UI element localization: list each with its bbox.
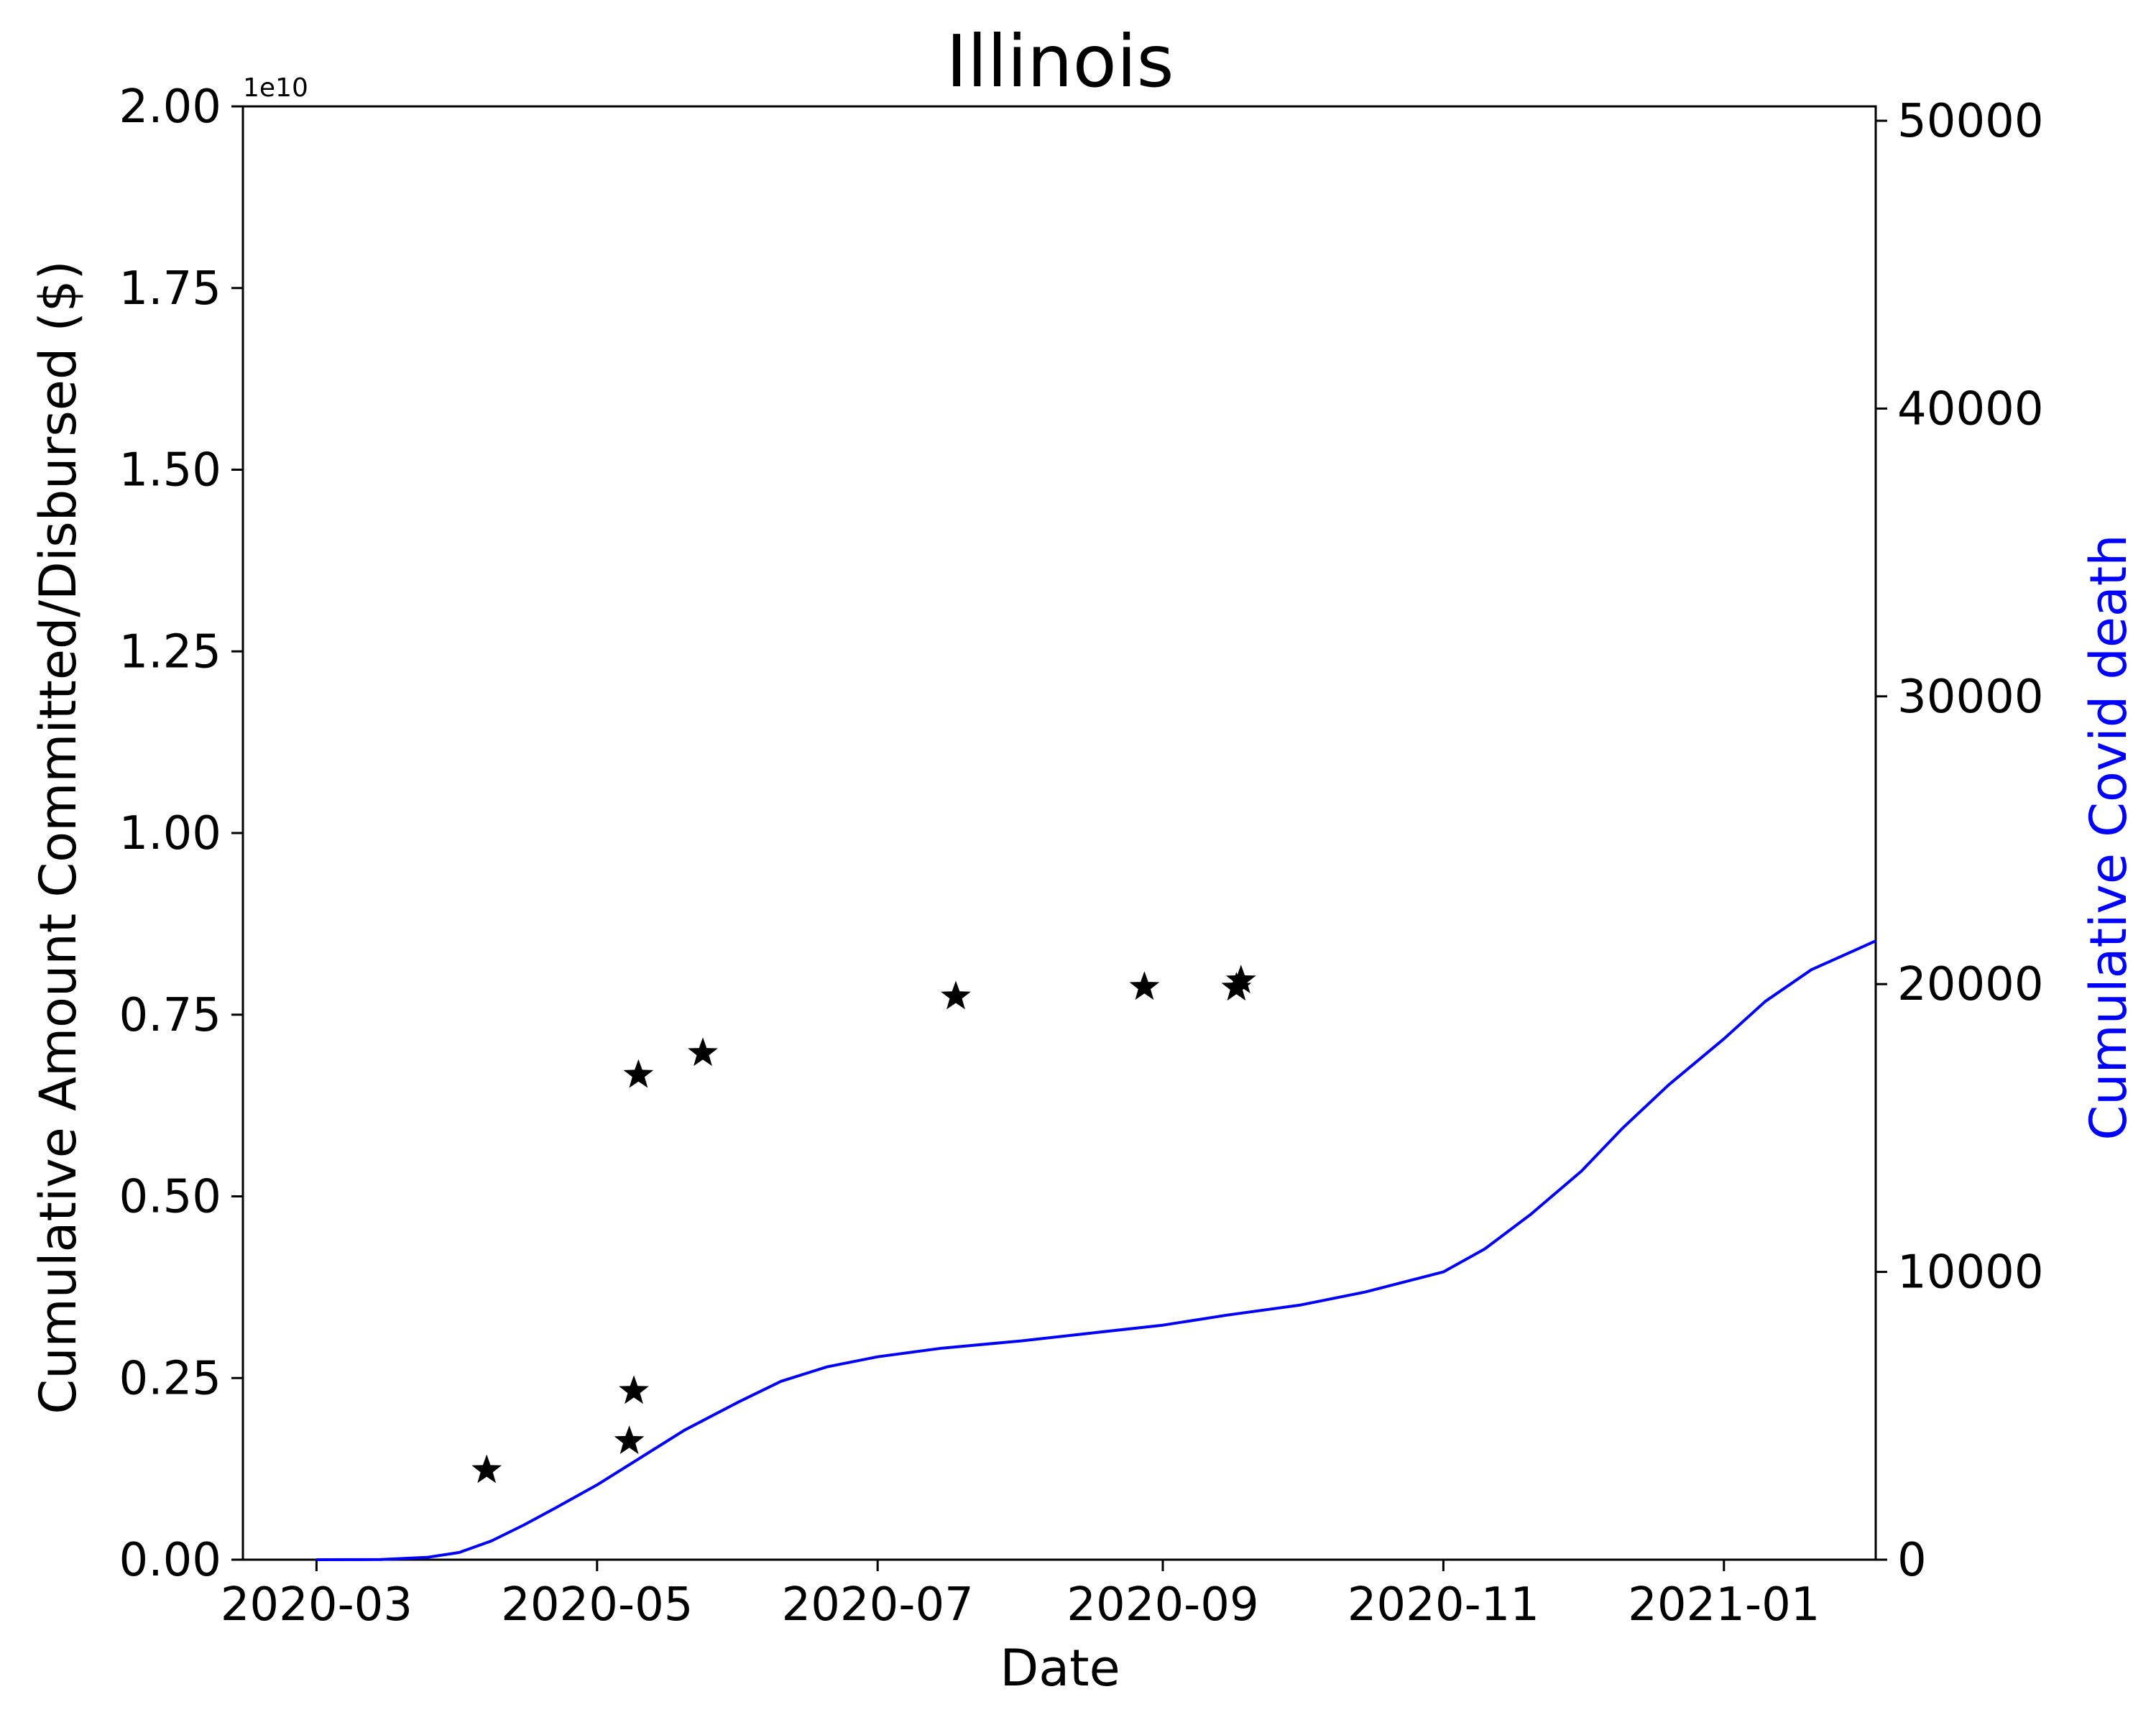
x-axis-label: Date [1000, 1639, 1120, 1698]
x-tick-label-2: 2020-07 [781, 1578, 973, 1632]
right-tick-label-3: 30000 [1897, 671, 2044, 724]
plot-frame [241, 105, 1877, 1561]
amount-star-4 [688, 1037, 718, 1067]
covid-death-line [316, 939, 1876, 1561]
left-tick-label-7: 1.75 [119, 262, 222, 316]
left-axis-label: Cumulative Amount Committed/Disbursed ($… [29, 260, 88, 1414]
x-tick-label-1: 2020-05 [501, 1578, 693, 1632]
amount-star-2 [619, 1375, 649, 1404]
chart-title: Illinois [946, 19, 1174, 104]
right-tick-label-4: 40000 [1897, 382, 2044, 436]
left-tick-label-6: 1.50 [119, 444, 222, 497]
amount-star-5 [941, 980, 971, 1010]
left-tick-label-4: 1.00 [119, 807, 222, 860]
left-tick-label-5: 1.25 [119, 625, 222, 678]
plot-area: 2020-03 2020-05 2020-07 2020-09 2020-11 2021-… [119, 80, 2044, 1632]
x-tick-label-4: 2020-11 [1348, 1578, 1539, 1632]
amount-star-3 [623, 1059, 654, 1088]
left-tick-label-1: 0.25 [119, 1352, 222, 1405]
right-tick-label-0: 0 [1897, 1534, 1927, 1587]
right-tick-label-1: 10000 [1897, 1246, 2044, 1300]
amount-star-1 [614, 1425, 645, 1454]
amount-star-0 [471, 1454, 502, 1484]
x-tick-label-5: 2021-01 [1628, 1578, 1820, 1632]
left-tick-label-2: 0.50 [119, 1171, 222, 1224]
right-tick-label-2: 20000 [1897, 958, 2044, 1011]
left-tick-label-3: 0.75 [119, 989, 222, 1042]
amount-star-8 [1225, 965, 1256, 993]
amount-star-6 [1129, 971, 1160, 1000]
x-tick-label-3: 2020-09 [1067, 1578, 1258, 1632]
left-tick-label-8: 2.00 [119, 80, 222, 134]
left-axis-offset-label: 1e10 [243, 73, 308, 103]
right-tick-label-5: 50000 [1897, 95, 2044, 148]
x-tick-label-0: 2020-03 [221, 1578, 413, 1632]
right-axis-label: Cumulative Covid death [2079, 534, 2138, 1140]
left-tick-label-0: 0.00 [119, 1534, 222, 1587]
